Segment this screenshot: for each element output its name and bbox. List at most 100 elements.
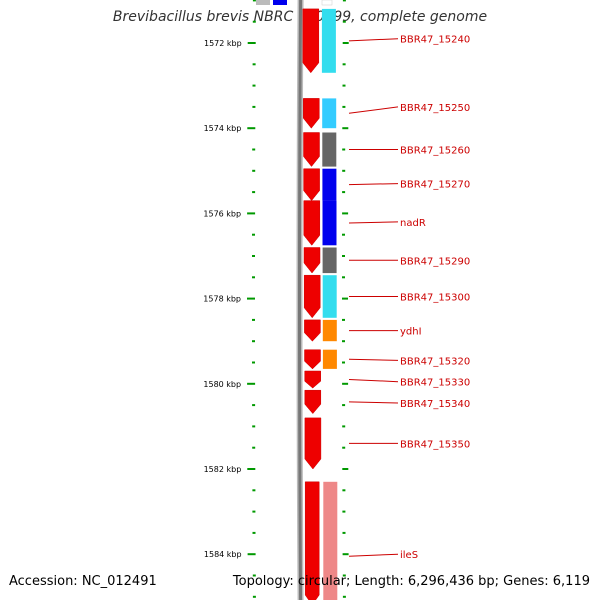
minor-tick [252,340,255,343]
gene-label: BBR47_15290 [400,256,470,267]
minor-tick [252,105,256,108]
minor-tick [252,510,256,513]
top-gray-feature [256,0,270,5]
gene-arrow [303,98,320,129]
gene-arrow [304,389,322,414]
minor-tick [252,20,256,23]
minor-tick [252,531,256,534]
top-blue-feature [273,0,287,5]
minor-tick-right [342,595,346,598]
gene-label: BBR47_15330 [400,378,470,389]
kbp-tick-label: 1580 kbp [203,380,241,389]
minor-tick [252,595,256,598]
minor-tick [252,276,255,279]
minor-tick-right [342,191,346,194]
major-tick [247,382,256,385]
minor-tick-right [342,382,349,385]
gene-arrow [303,274,321,319]
minor-tick-right [342,404,346,407]
minor-tick [252,191,256,194]
kbp-tick-label: 1572 kbp [204,39,242,48]
minor-tick [252,425,256,428]
cog-feature [321,8,336,73]
label-leader-line [348,553,399,557]
major-tick [247,127,256,130]
minor-tick-right [342,212,349,215]
minor-tick-right [342,42,349,44]
gene-label: BBR47_15250 [400,103,470,114]
minor-tick [252,361,255,364]
major-tick [247,468,256,470]
minor-tick-right [342,233,345,236]
minor-tick-right [342,20,346,23]
gene-label: BBR47_15270 [400,180,470,191]
gene-arrow [303,168,320,202]
kbp-tick-label: 1584 kbp [204,550,242,559]
minor-tick-right [342,489,346,492]
minor-tick-right [342,318,345,321]
cog-feature [322,132,337,167]
minor-tick-right [342,0,346,2]
minor-tick-right [342,468,349,470]
minor-tick-right [342,446,346,449]
major-ticks: 1572 kbp 1574 kbp 1576 kbp 1578 kbp 1580 kbp… [203,39,256,559]
label-leader-line [348,358,399,361]
kbp-tick-label: 1582 kbp [204,465,242,474]
minor-tick [252,169,256,172]
minor-tick-right [342,297,348,300]
gene-arrow [303,247,321,274]
cog-feature [322,200,337,246]
minor-tick [252,63,256,66]
minor-tick-right [342,361,345,364]
backbone-line [298,0,303,600]
label-leader-line [348,106,399,114]
minor-tick [252,404,256,407]
cog-feature [322,275,337,318]
minor-tick [252,148,256,151]
minor-tick [252,0,256,2]
kbp-tick-label: 1576 kbp [203,209,241,218]
gene-label: BBR47_15350 [400,439,470,450]
minor-tick-right [342,105,346,108]
gene-arrow [304,417,322,470]
cog-feature [322,98,337,129]
minor-tick-right [342,340,345,343]
gene-features [302,8,322,600]
gene-label: nadR [400,218,426,229]
top-white-feature [321,0,333,6]
minor-tick [252,489,256,492]
minor-tick [252,84,256,87]
gene-arrow [303,200,321,246]
minor-tick [252,574,256,577]
minor-tick-right [342,255,345,257]
gene-arrow [304,370,321,389]
label-leader-line [348,401,399,404]
gene-label: BBR47_15320 [400,356,470,367]
gene-arrow [304,349,321,370]
label-leader-line [348,38,399,42]
minor-tick [252,255,255,257]
gene-label: ydhI [400,327,422,338]
major-tick [247,42,256,44]
major-tick [247,297,255,300]
major-tick [247,553,256,556]
backbone-group [296,0,304,600]
gene-arrow [303,132,320,167]
top-stub-features [256,0,333,6]
cog-features [321,8,338,600]
label-leader-line [348,221,399,224]
minor-tick-right [342,276,345,279]
label-leader-line [348,379,399,383]
minor-tick-right [342,127,349,130]
minor-tick-right [342,574,346,577]
cog-feature [322,247,337,274]
gene-arrow [302,8,320,74]
cog-feature [322,168,337,201]
minor-tick-right [342,84,346,87]
cog-feature [322,319,337,342]
kbp-tick-label: 1574 kbp [204,124,242,133]
minor-tick [252,446,256,449]
accession-text: Accession: NC_012491 [9,574,157,589]
label-leader-line [348,183,399,186]
major-tick [247,212,256,215]
